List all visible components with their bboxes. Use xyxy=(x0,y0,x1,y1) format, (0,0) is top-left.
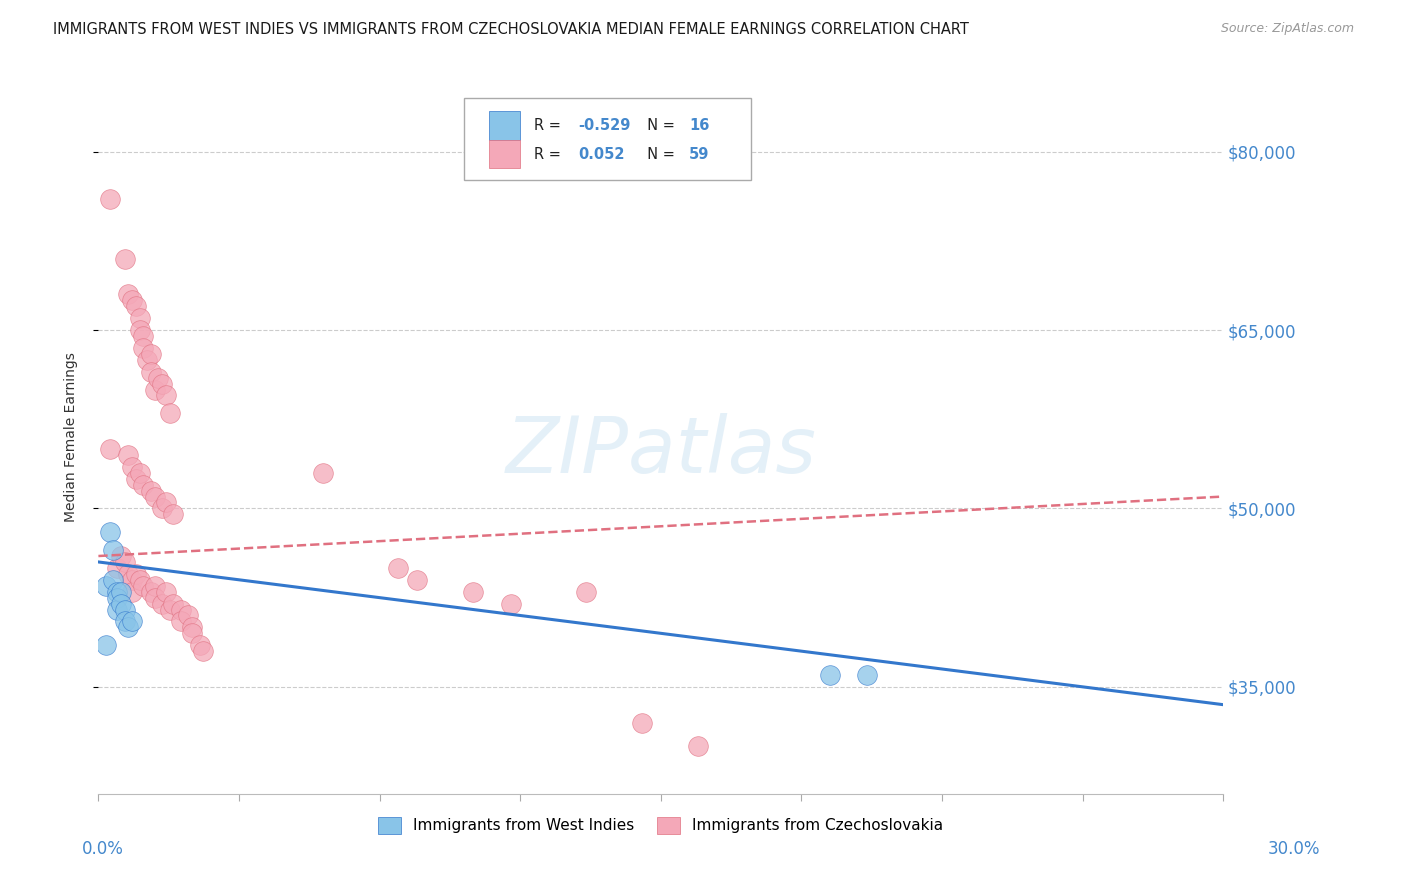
Text: R =: R = xyxy=(534,146,565,161)
Point xyxy=(387,561,409,575)
Point xyxy=(143,383,166,397)
Text: IMMIGRANTS FROM WEST INDIES VS IMMIGRANTS FROM CZECHOSLOVAKIA MEDIAN FEMALE EARN: IMMIGRANTS FROM WEST INDIES VS IMMIGRANT… xyxy=(53,22,969,37)
Point xyxy=(155,584,177,599)
Point xyxy=(121,573,143,587)
Point xyxy=(688,739,710,754)
Point xyxy=(162,597,184,611)
Point xyxy=(406,573,429,587)
Point xyxy=(105,591,128,605)
Point xyxy=(499,597,522,611)
Point xyxy=(148,370,170,384)
Point xyxy=(114,252,136,266)
Point xyxy=(463,584,485,599)
Point xyxy=(98,192,121,206)
Point xyxy=(110,597,132,611)
Point xyxy=(125,472,148,486)
Legend: Immigrants from West Indies, Immigrants from Czechoslovakia: Immigrants from West Indies, Immigrants … xyxy=(373,811,949,839)
Point xyxy=(128,573,150,587)
Point xyxy=(132,477,155,491)
Point xyxy=(162,508,184,522)
Point xyxy=(125,299,148,313)
Point xyxy=(125,566,148,581)
Point xyxy=(103,543,125,558)
Point xyxy=(188,638,211,652)
Y-axis label: Median Female Earnings: Median Female Earnings xyxy=(63,352,77,522)
Point xyxy=(150,597,173,611)
Text: -0.529: -0.529 xyxy=(579,118,631,133)
Text: R =: R = xyxy=(534,118,565,133)
Point xyxy=(143,591,166,605)
FancyBboxPatch shape xyxy=(489,140,520,169)
Point xyxy=(159,602,181,616)
Text: 16: 16 xyxy=(689,118,709,133)
Point xyxy=(132,341,155,355)
Point xyxy=(181,626,204,640)
Point xyxy=(818,668,841,682)
Point xyxy=(143,579,166,593)
Point xyxy=(114,555,136,569)
Point xyxy=(139,483,162,498)
Point xyxy=(181,620,204,634)
Point xyxy=(312,466,335,480)
Point xyxy=(121,459,143,474)
Point xyxy=(114,602,136,616)
Point xyxy=(155,388,177,402)
Point xyxy=(132,579,155,593)
Point xyxy=(121,293,143,308)
Point xyxy=(150,376,173,391)
Point xyxy=(128,323,150,337)
Point xyxy=(110,549,132,563)
Point xyxy=(193,644,215,658)
Point xyxy=(94,638,117,652)
Point xyxy=(143,490,166,504)
Text: N =: N = xyxy=(638,118,681,133)
Point xyxy=(132,329,155,343)
Point xyxy=(128,311,150,326)
Point xyxy=(170,615,193,629)
Point xyxy=(117,448,139,462)
Point xyxy=(128,466,150,480)
Point xyxy=(105,561,128,575)
Text: 0.052: 0.052 xyxy=(579,146,626,161)
FancyBboxPatch shape xyxy=(464,98,751,180)
Point xyxy=(105,584,128,599)
Point xyxy=(139,584,162,599)
Text: N =: N = xyxy=(638,146,681,161)
Point xyxy=(110,584,132,599)
Point xyxy=(139,365,162,379)
Text: 0.0%: 0.0% xyxy=(82,840,124,858)
Text: 59: 59 xyxy=(689,146,709,161)
Point xyxy=(136,352,159,367)
FancyBboxPatch shape xyxy=(489,112,520,140)
Point xyxy=(177,608,200,623)
Point xyxy=(139,347,162,361)
Point xyxy=(121,584,143,599)
Point xyxy=(575,584,598,599)
Text: Source: ZipAtlas.com: Source: ZipAtlas.com xyxy=(1220,22,1354,36)
Point xyxy=(170,602,193,616)
Point xyxy=(121,615,143,629)
Point xyxy=(94,579,117,593)
Point xyxy=(103,573,125,587)
Point xyxy=(117,620,139,634)
Point xyxy=(98,525,121,540)
Text: ZIPatlas: ZIPatlas xyxy=(505,413,817,490)
Point xyxy=(117,287,139,301)
Text: 30.0%: 30.0% xyxy=(1267,840,1320,858)
Point xyxy=(114,615,136,629)
Point xyxy=(159,406,181,420)
Point xyxy=(105,602,128,616)
Point xyxy=(117,566,139,581)
Point xyxy=(150,501,173,516)
Point xyxy=(155,495,177,509)
Point xyxy=(631,715,654,730)
Point xyxy=(856,668,879,682)
Point xyxy=(98,442,121,456)
